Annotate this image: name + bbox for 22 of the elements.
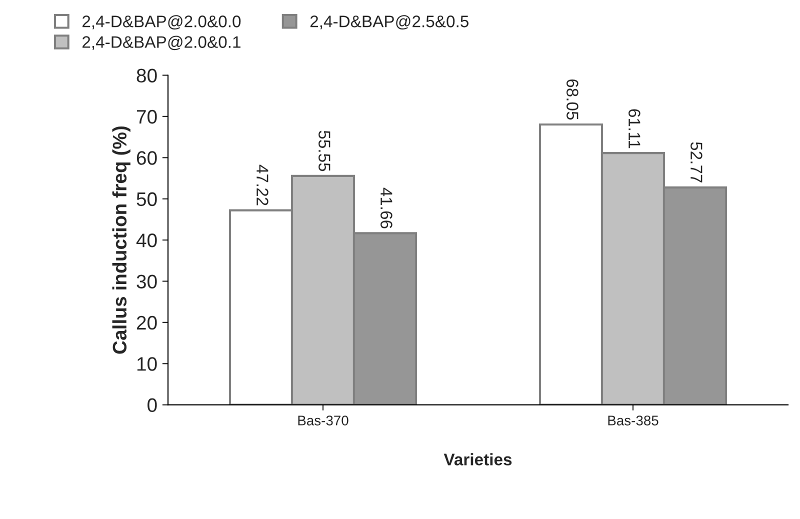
y-tick-label: 70 (136, 110, 157, 124)
y-tick-label: 20 (136, 316, 157, 330)
y-tick-label: 50 (136, 192, 157, 206)
x-axis-title: Varieties (444, 453, 512, 466)
data-label: 47.22 (256, 164, 268, 206)
y-tick-label: 30 (136, 274, 157, 288)
y-tick-label: 80 (136, 68, 157, 82)
x-tick-label: Bas-370 (298, 416, 348, 426)
data-label: 52.77 (690, 142, 702, 182)
legend-label: 2,4-D&BAP@2.0&0.0 (82, 15, 241, 30)
data-label: 68.05 (566, 79, 578, 120)
legend-label: 2,4-D&BAP@2.5&0.5 (310, 15, 468, 30)
y-tick-label: 60 (136, 151, 157, 165)
data-label: 41.66 (380, 188, 392, 228)
legend-label: 2,4-D&BAP@2.0&0.1 (82, 36, 240, 50)
data-label: 61.11 (628, 109, 640, 148)
y-tick-label: 40 (136, 234, 157, 248)
y-tick-label: 0 (148, 398, 157, 412)
x-tick-label: Bas-385 (608, 416, 658, 426)
y-axis-title: Callus induction freq (%) (112, 126, 130, 354)
y-tick-label: 10 (137, 357, 157, 371)
data-label: 55.55 (318, 130, 330, 172)
